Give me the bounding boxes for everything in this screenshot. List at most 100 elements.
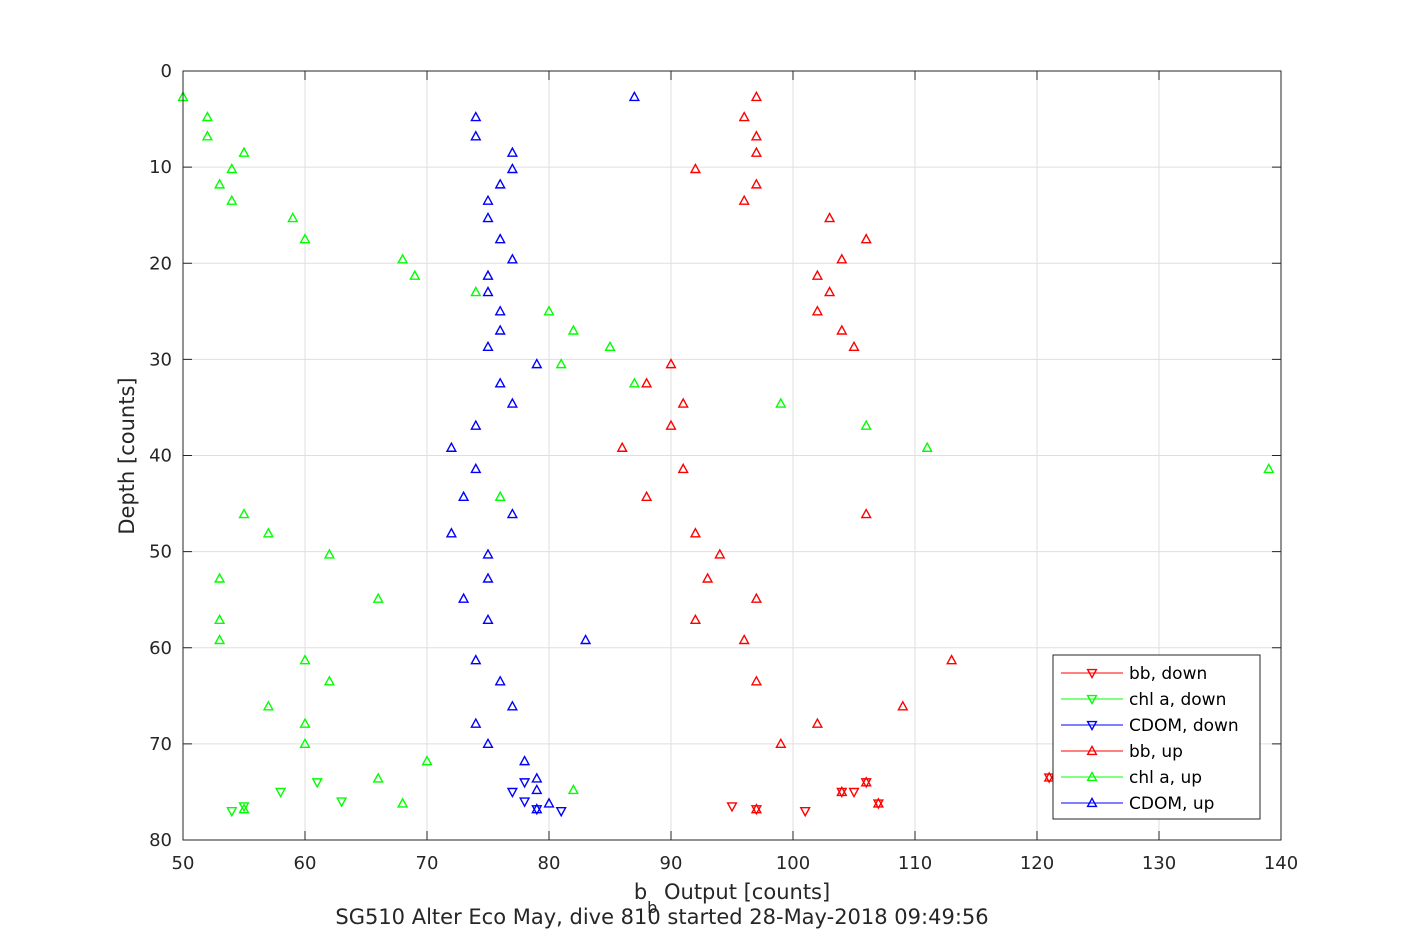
data-point [494, 377, 506, 388]
data-point [616, 441, 628, 452]
legend-label: CDOM, up [1129, 794, 1214, 814]
y-tick-label: 80 [149, 830, 172, 851]
data-point [1043, 771, 1055, 782]
y-tick-label: 60 [149, 638, 172, 659]
data-point [506, 162, 518, 174]
data-point [458, 490, 470, 501]
data-point [214, 634, 226, 645]
data-point [238, 146, 250, 157]
data-point [519, 755, 531, 766]
data-point [445, 527, 457, 538]
data-point [470, 286, 482, 297]
data-point [226, 807, 238, 818]
data-point [482, 286, 494, 297]
x-tick-label: 50 [172, 853, 195, 874]
legend: bb, down chl a, down CDOM, down bb, up chl a… [1052, 654, 1261, 820]
data-point [372, 592, 384, 603]
data-point [299, 717, 311, 728]
data-point [628, 90, 640, 102]
data-point [836, 785, 848, 797]
data-point [262, 527, 274, 538]
data-point [336, 797, 348, 808]
legend-marker [1086, 668, 1098, 680]
data-point [860, 233, 872, 244]
plot-frame [182, 70, 1282, 841]
data-point [531, 358, 543, 369]
legend-label: chl a, up [1129, 768, 1202, 788]
data-point [494, 233, 506, 244]
x-axis-label-main: b [634, 880, 647, 904]
data-point [470, 654, 482, 665]
data-point [287, 212, 299, 223]
data-point [470, 130, 482, 141]
data-point [1263, 462, 1275, 474]
data-point [726, 802, 738, 813]
data-point [311, 778, 323, 789]
data-point [824, 212, 836, 223]
data-point [299, 654, 311, 665]
x-tick-label: 70 [416, 853, 439, 874]
data-point [494, 324, 506, 335]
data-point [677, 462, 689, 474]
x-tick-label: 90 [660, 853, 683, 874]
data-point [555, 807, 567, 818]
data-point [494, 178, 506, 189]
data-point [482, 269, 494, 280]
data-point [897, 700, 909, 711]
data-point [750, 146, 762, 157]
legend-marker [1086, 770, 1098, 782]
data-point [482, 572, 494, 583]
data-point [531, 783, 543, 795]
legend-marker [1086, 720, 1098, 732]
data-point [628, 377, 640, 388]
data-point [665, 358, 677, 369]
data-point [677, 397, 689, 408]
y-tick-label: 30 [149, 349, 172, 370]
data-point [738, 194, 750, 205]
data-point [482, 212, 494, 223]
x-tick-label: 140 [1264, 853, 1298, 874]
data-point [409, 269, 421, 280]
data-point [775, 397, 787, 408]
legend-marker [1086, 694, 1098, 706]
data-point [921, 441, 933, 452]
data-point [397, 253, 409, 264]
data-point [641, 490, 653, 501]
data-point [482, 194, 494, 205]
data-point [750, 178, 762, 189]
data-point [238, 803, 250, 814]
data-point [750, 592, 762, 603]
x-tick-label: 120 [1020, 853, 1054, 874]
data-point [323, 548, 335, 559]
data-point [567, 324, 579, 335]
data-point [555, 358, 567, 369]
chart-title: SG510 Alter Eco May, dive 810 started 28… [335, 905, 988, 929]
y-tick-label: 10 [149, 157, 172, 178]
data-point [506, 508, 518, 519]
data-point [470, 717, 482, 728]
data-point [750, 675, 762, 686]
data-point [506, 397, 518, 408]
data-point [702, 572, 714, 583]
data-point [836, 253, 848, 264]
data-point [641, 377, 653, 388]
data-point [506, 253, 518, 264]
data-point [421, 755, 433, 766]
data-point [750, 90, 762, 102]
x-tick-label: 80 [538, 853, 561, 874]
y-tick-label: 0 [161, 61, 172, 82]
data-point [482, 548, 494, 559]
data-point [238, 508, 250, 519]
data-point [689, 613, 701, 625]
data-point [531, 803, 543, 814]
legend-box [1052, 654, 1261, 820]
legend-marker [1086, 796, 1098, 808]
legend-label: CDOM, down [1129, 716, 1239, 736]
legend-label: bb, down [1129, 664, 1207, 684]
data-point [860, 508, 872, 519]
data-point [445, 441, 457, 452]
data-point [811, 269, 823, 280]
data-point [201, 111, 213, 122]
data-points [177, 90, 1275, 818]
data-point [519, 778, 531, 789]
